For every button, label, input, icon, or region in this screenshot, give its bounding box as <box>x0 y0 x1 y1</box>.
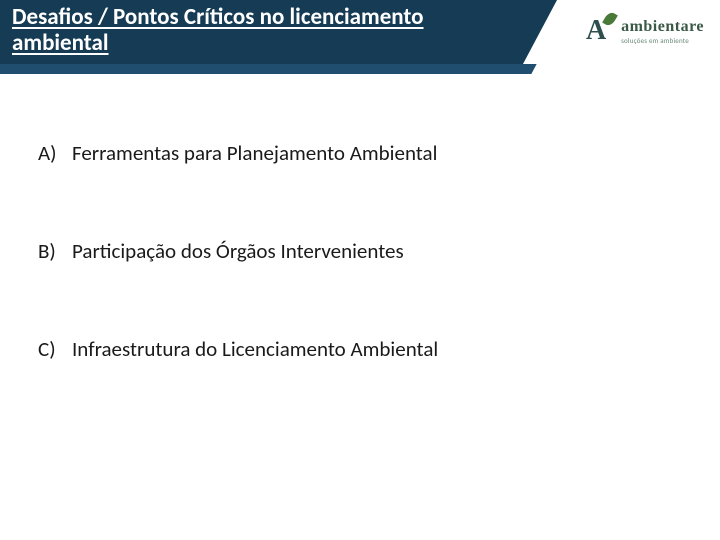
list-item: A) Ferramentas para Planejamento Ambient… <box>38 140 658 166</box>
list-item: B) Participação dos Órgãos Interveniente… <box>38 238 658 264</box>
title-line-2: ambiental <box>12 29 109 57</box>
list-text: Ferramentas para Planejamento Ambiental <box>72 140 437 166</box>
brand-logo: A ambientare soluções em ambiente <box>579 14 704 48</box>
slide-title: Desafios / Pontos Críticos no licenciame… <box>12 4 532 57</box>
logo-mark-icon: A <box>579 14 613 48</box>
list-text: Participação dos Órgãos Intervenientes <box>72 238 404 264</box>
slide: Desafios / Pontos Críticos no licenciame… <box>0 0 720 540</box>
title-line-1: Desafios / Pontos Críticos no licenciame… <box>12 3 424 31</box>
list-item: C) Infraestrutura do Licenciamento Ambie… <box>38 336 658 362</box>
topics-list: A) Ferramentas para Planejamento Ambient… <box>38 140 658 434</box>
list-text: Infraestrutura do Licenciamento Ambienta… <box>72 336 438 362</box>
list-marker: A) <box>38 140 72 166</box>
list-marker: C) <box>38 336 72 362</box>
list-marker: B) <box>38 238 72 264</box>
logo-name: ambientare <box>621 19 704 35</box>
logo-text: ambientare soluções em ambiente <box>621 19 704 44</box>
accent-strip <box>0 64 720 74</box>
logo-letter: A <box>586 17 606 45</box>
logo-tagline: soluções em ambiente <box>621 37 704 44</box>
